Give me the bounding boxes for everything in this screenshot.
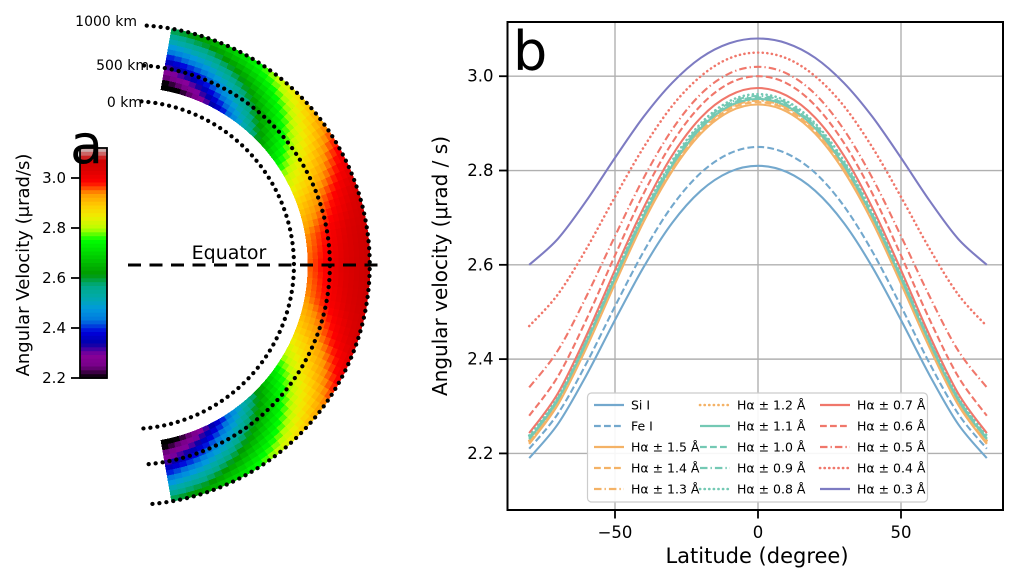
y-tick-label: 2.6 — [467, 255, 493, 274]
legend-item: Hα ± 1.2 Å — [698, 398, 806, 413]
panel-b-series — [527, 37, 989, 459]
series-line-11 — [528, 75, 988, 417]
y-tick-label: 2.8 — [467, 161, 493, 180]
y-tick-label: 2.4 — [467, 350, 493, 369]
legend-label: Hα ± 1.1 Å — [737, 419, 806, 434]
x-tick-label: 50 — [891, 523, 912, 542]
equator-label: Equator — [191, 242, 267, 264]
colorbar-tick-label: 2.2 — [42, 369, 66, 387]
legend-label: Hα ± 1.5 Å — [631, 440, 700, 455]
legend-item: Hα ± 0.9 Å — [700, 461, 806, 476]
legend-item: Hα ± 1.0 Å — [700, 440, 806, 455]
legend-label: Hα ± 1.0 Å — [737, 440, 806, 455]
ring-label-500km: 500 km — [96, 58, 149, 74]
colorbar-tick-label: 2.8 — [42, 219, 66, 237]
legend-label: Hα ± 0.6 Å — [857, 419, 926, 434]
colorbar-tick-label: 3.0 — [42, 169, 66, 187]
legend-label: Fe I — [631, 419, 653, 434]
series-line-14 — [528, 37, 988, 266]
legend-item: Hα ± 0.3 Å — [820, 482, 926, 497]
legend-item: Hα ± 0.6 Å — [820, 419, 926, 434]
legend-label: Hα ± 0.8 Å — [737, 482, 806, 497]
legend-item: Hα ± 1.1 Å — [700, 419, 806, 434]
series-line-7 — [528, 96, 988, 439]
ring-label-1000km: 1000 km — [75, 14, 137, 30]
colorbar-tick-label: 2.4 — [42, 319, 66, 337]
x-tick-label: −50 — [598, 523, 633, 542]
colorbar-tick-label: 2.6 — [42, 269, 66, 287]
series-line-9 — [527, 92, 989, 437]
legend-label: Hα ± 0.5 Å — [857, 440, 926, 455]
legend-item: Hα ± 0.4 Å — [818, 461, 926, 476]
legend-label: Hα ± 0.3 Å — [857, 482, 926, 497]
y-tick-label: 2.2 — [467, 444, 493, 463]
series-line-13 — [527, 51, 989, 328]
legend-item: Hα ± 1.4 Å — [594, 461, 700, 476]
series-line-3 — [528, 101, 988, 444]
legend-label: Hα ± 0.9 Å — [737, 461, 806, 476]
legend-item: Si I — [594, 398, 650, 413]
legend-label: Hα ± 0.4 Å — [857, 461, 926, 476]
legend-label: Hα ± 1.3 Å — [631, 482, 700, 497]
legend-item: Hα ± 0.8 Å — [698, 482, 806, 497]
ring-label-0km: 0 km — [106, 95, 142, 111]
legend-item: Hα ± 1.5 Å — [594, 440, 700, 455]
series-line-8 — [528, 94, 988, 439]
series-line-10 — [528, 86, 988, 434]
legend-label: Hα ± 0.7 Å — [857, 398, 926, 413]
colorbar: 3.0 2.8 2.6 2.4 2.2 — [42, 147, 108, 387]
panel-a-letter: a — [70, 113, 104, 176]
legend-label: Hα ± 1.2 Å — [737, 398, 806, 413]
panel-b-axes: −50 0 50 2.2 2.4 2.6 2.8 3.0 — [467, 21, 1004, 542]
legend-frame — [586, 392, 929, 503]
series-line-12 — [528, 65, 988, 389]
colorbar-frame — [79, 147, 108, 379]
legend-label: Hα ± 1.4 Å — [631, 461, 700, 476]
dotted-ring — [139, 99, 296, 431]
legend-item: Hα ± 1.3 Å — [594, 482, 700, 497]
legend-item: Hα ± 0.5 Å — [820, 440, 926, 455]
x-axis-label: Latitude (degree) — [665, 544, 849, 568]
colorbar-label: Angular Velocity (μrad/s) — [13, 153, 34, 377]
legend-item: Hα ± 0.7 Å — [820, 398, 926, 413]
series-line-0 — [528, 164, 988, 459]
panel-b-letter: b — [513, 20, 548, 83]
series-line-1 — [528, 145, 988, 450]
panel-b-legend: Si I Fe I Hα ± 1.5 Å Hα ± 1.4 Å Hα ± 1.3 Å Hα… — [586, 392, 929, 503]
y-tick-label: 3.0 — [467, 67, 493, 86]
x-tick-label: 0 — [753, 523, 764, 542]
legend-label: Si I — [631, 398, 650, 413]
dotted-ring — [144, 23, 372, 507]
y-axis-label: Angular velocity (μrad / s) — [428, 135, 452, 397]
legend-item: Fe I — [594, 419, 653, 434]
